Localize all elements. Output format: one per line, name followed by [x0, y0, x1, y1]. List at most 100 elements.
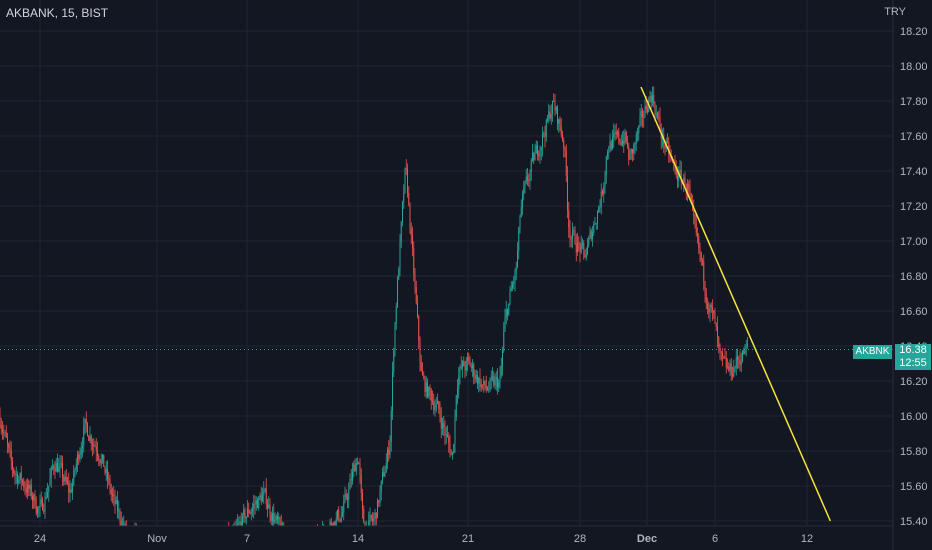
candle-down — [567, 175, 568, 211]
candle-up — [18, 479, 20, 483]
candle-down — [5, 432, 7, 438]
trendline[interactable] — [640, 86, 832, 522]
candle-up — [733, 367, 735, 377]
candle-down — [429, 387, 431, 391]
candle-up — [573, 230, 575, 232]
candle-down — [449, 442, 451, 455]
candle-up — [400, 221, 402, 242]
candle-up — [510, 287, 512, 292]
candle-down — [537, 145, 538, 155]
candle-up — [84, 418, 86, 427]
candle-up — [278, 517, 280, 520]
candle-down — [708, 308, 710, 312]
symbol-legend-badge: AKBNK — [853, 345, 892, 359]
candle-down — [497, 377, 498, 388]
candle-down — [722, 352, 723, 357]
candle-down — [702, 260, 703, 262]
candle-down — [364, 522, 366, 526]
candle-up — [452, 452, 453, 455]
candle-down — [443, 423, 445, 428]
candle-up — [505, 309, 507, 318]
candle-down — [433, 402, 435, 411]
candle-up — [454, 416, 456, 445]
candle-up — [607, 152, 608, 157]
candle-up — [398, 269, 400, 280]
candle-up — [343, 501, 345, 513]
candle-up — [634, 143, 636, 145]
candle-up — [500, 366, 502, 377]
candle-down — [719, 346, 721, 352]
candle-down — [125, 524, 127, 526]
candle-up — [38, 507, 40, 509]
candle-down — [120, 521, 122, 526]
candle-down — [110, 489, 112, 494]
candle-down — [553, 100, 555, 102]
candle-up — [453, 444, 455, 453]
candle-up — [329, 521, 331, 526]
candle-down — [463, 361, 465, 367]
candle-down — [68, 483, 70, 493]
candle-down — [720, 351, 722, 353]
candle-down — [415, 286, 417, 303]
candle-up — [517, 251, 518, 268]
candle-up — [357, 462, 358, 464]
candle-up — [555, 107, 557, 111]
candle-up — [55, 463, 57, 472]
candle-up — [744, 346, 746, 355]
candle-down — [650, 96, 652, 103]
candle-down — [424, 377, 426, 392]
candle-up — [47, 492, 48, 498]
candle-down — [688, 184, 690, 189]
candle-up — [275, 516, 277, 520]
candle-up — [488, 389, 490, 391]
candle-down — [487, 388, 488, 391]
candle-down — [273, 513, 275, 523]
candle-down — [413, 248, 415, 274]
candle-down — [538, 154, 540, 157]
candle-up — [594, 223, 596, 225]
candle-down — [97, 451, 98, 456]
candle-up — [390, 410, 392, 442]
candle-up — [237, 524, 238, 526]
candle-down — [123, 524, 125, 526]
candle-down — [22, 480, 23, 482]
candle-up — [467, 357, 468, 361]
candle-down — [440, 417, 442, 429]
candle-down — [32, 496, 33, 501]
candle-down — [12, 460, 13, 469]
candle-down — [25, 488, 27, 493]
candle-down — [533, 152, 535, 161]
candle-down — [103, 454, 105, 467]
candle-down — [95, 446, 97, 452]
y-tick-label: 16.20 — [900, 376, 928, 388]
candle-down — [647, 109, 648, 113]
candle-down — [578, 242, 580, 244]
candle-up — [542, 133, 543, 147]
candle-up — [605, 156, 607, 176]
candle-down — [627, 141, 628, 147]
candle-down — [565, 150, 567, 176]
candle-down — [88, 435, 90, 442]
candle-down — [485, 385, 487, 389]
candle-down — [240, 521, 242, 526]
candle-down — [575, 244, 577, 253]
candle-up — [639, 116, 641, 126]
candle-down — [422, 370, 423, 376]
candle-down — [360, 475, 362, 494]
candle-up — [532, 152, 533, 161]
candle-down — [544, 133, 546, 137]
candle-up — [515, 267, 517, 271]
candle-up — [29, 484, 31, 489]
candle-down — [0, 417, 1, 426]
candle-up — [582, 242, 583, 245]
candle-up — [509, 291, 511, 304]
candle-up — [253, 504, 255, 509]
candle-up — [478, 377, 480, 384]
candle-down — [448, 436, 450, 443]
candle-up — [40, 499, 42, 504]
candle-up — [369, 515, 371, 521]
candle-up — [373, 519, 375, 521]
candle-down — [3, 431, 5, 434]
